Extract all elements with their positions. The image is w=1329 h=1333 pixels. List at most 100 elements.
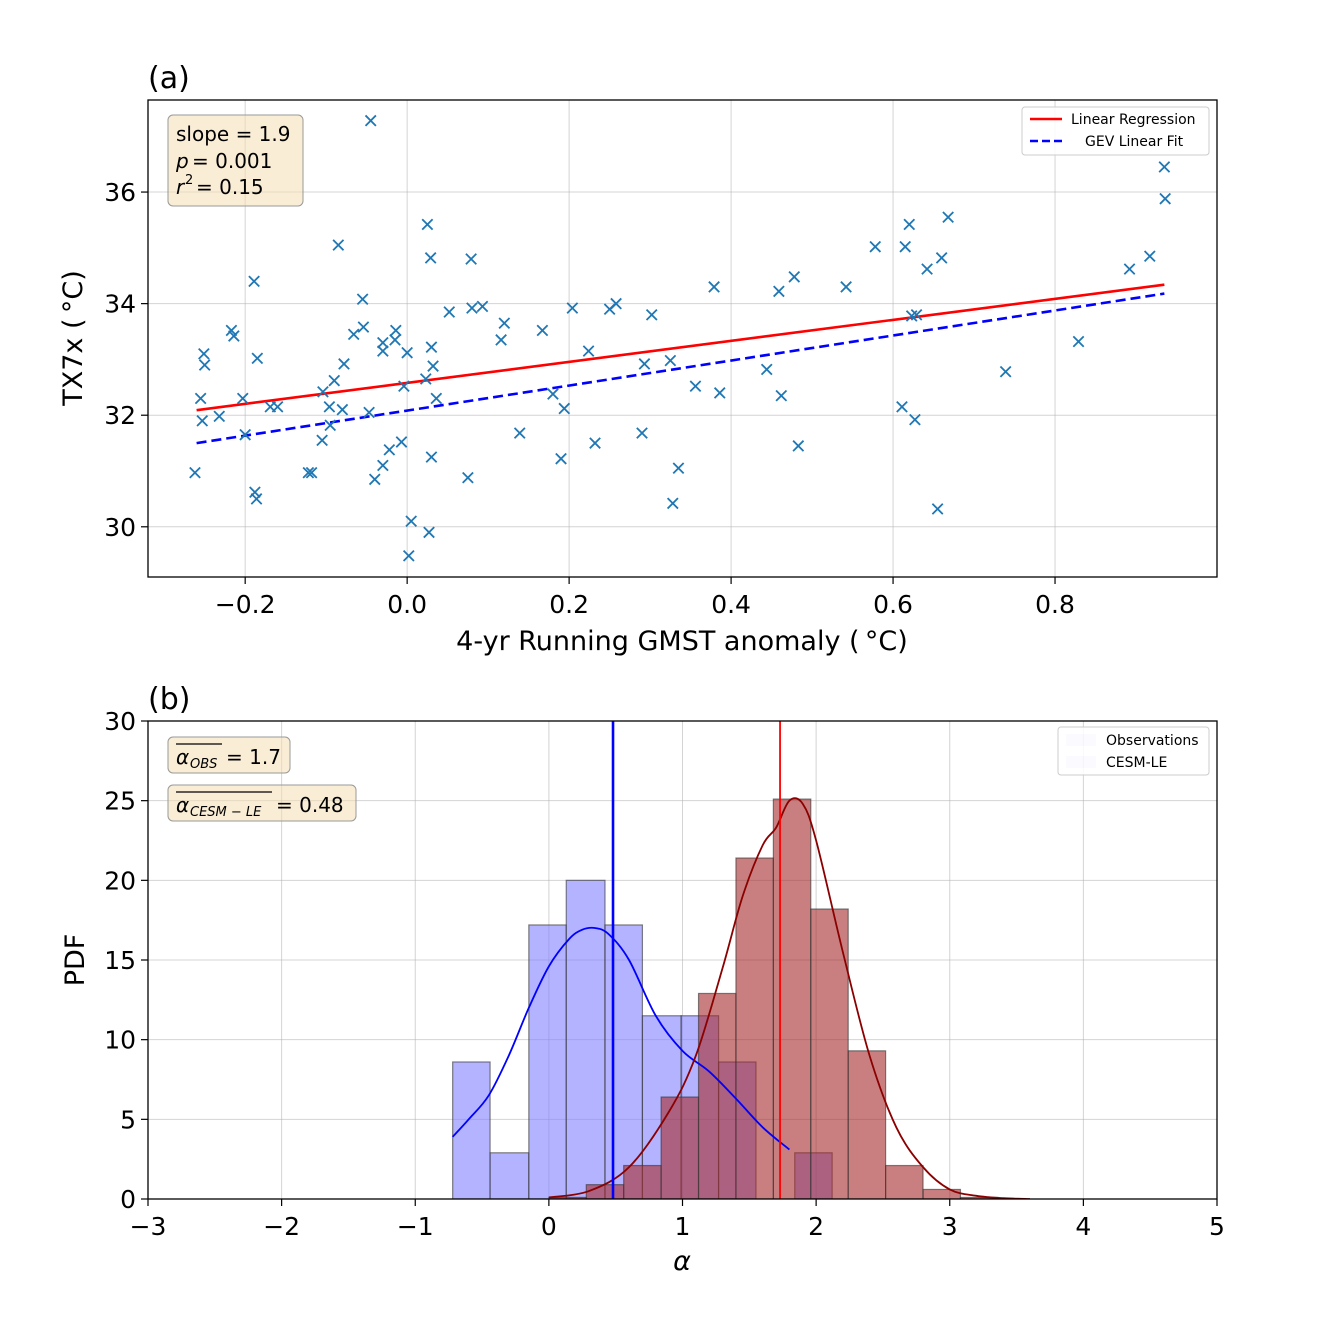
scatter-point bbox=[869, 240, 882, 253]
scatter-point bbox=[363, 406, 375, 419]
panel-b-y-axis-label: PDF bbox=[60, 934, 91, 987]
panel-b-y-tick-label: 15 bbox=[104, 946, 136, 975]
cesm-le-bar bbox=[810, 908, 849, 1199]
scatter-point bbox=[708, 281, 720, 293]
panel-a-x-tick-label: 0.0 bbox=[387, 590, 427, 619]
panel-b-y-tick-label: 20 bbox=[104, 866, 136, 895]
alpha-obs-subscript: OBS bbox=[190, 757, 217, 772]
scatter-point bbox=[713, 387, 726, 399]
scatter-point bbox=[1072, 335, 1085, 348]
scatter-point bbox=[356, 293, 369, 306]
scatter-point bbox=[302, 466, 315, 479]
scatter-point bbox=[645, 308, 658, 321]
gev-linear-fit-line bbox=[196, 292, 1165, 445]
panel-b-y-tick-label: 0 bbox=[120, 1185, 136, 1214]
cesm-le-bar bbox=[735, 857, 774, 1199]
linear-regression-line bbox=[196, 283, 1165, 412]
scatter-point bbox=[589, 437, 601, 449]
scatter-point bbox=[792, 440, 805, 452]
panel-b-y-tick-label: 5 bbox=[120, 1105, 136, 1134]
scatter-point bbox=[495, 334, 507, 346]
panel-a-y-ticks: 30 32 34 36 bbox=[104, 178, 148, 542]
panel-a-x-axis-label: 4-yr Running GMST anomaly ( °C) bbox=[456, 626, 908, 657]
panel-a-y-tick-label: 30 bbox=[104, 513, 136, 542]
scatter-point bbox=[377, 336, 389, 349]
scatter-point bbox=[425, 341, 438, 353]
panel-a-frame bbox=[147, 99, 1218, 578]
scatter-point bbox=[558, 402, 571, 415]
panel-a-y-tick-label: 34 bbox=[104, 290, 136, 319]
scatter-point bbox=[664, 354, 677, 367]
slope-text: slope = 1.9 bbox=[176, 122, 291, 146]
scatter-point bbox=[1123, 263, 1136, 275]
p-value-text: = 0.001 bbox=[192, 149, 272, 173]
scatter-point bbox=[909, 413, 921, 426]
alpha-obs-symbol: α bbox=[176, 745, 189, 769]
scatter-point bbox=[942, 211, 954, 223]
legend-linear-regression-label: Linear Regression bbox=[1071, 112, 1196, 128]
scatter-point bbox=[395, 436, 408, 448]
r2-symbol: r bbox=[176, 175, 186, 199]
panel-a-fit-lines bbox=[196, 283, 1165, 445]
panel-b-kde-lines bbox=[452, 797, 1030, 1199]
p-symbol: p bbox=[175, 149, 189, 173]
scatter-point bbox=[401, 346, 413, 359]
scatter-point bbox=[196, 414, 209, 427]
scatter-point bbox=[251, 352, 264, 365]
scatter-point bbox=[383, 443, 396, 456]
panel-b-y-tick-label: 25 bbox=[104, 787, 136, 816]
scatter-point bbox=[198, 359, 211, 371]
panel-a-grid bbox=[148, 100, 1217, 577]
panel-a-y-axis-label: TX7x ( °C) bbox=[58, 270, 89, 407]
scatter-point bbox=[336, 403, 349, 416]
panel-b-x-tick-label: 5 bbox=[1209, 1212, 1225, 1241]
panel-b-y-tick-label: 10 bbox=[104, 1026, 136, 1055]
scatter-point bbox=[582, 345, 595, 357]
cesm-le-kde-line bbox=[548, 797, 1030, 1199]
panel-b-mean-lines bbox=[611, 721, 781, 1199]
scatter-point bbox=[389, 324, 402, 337]
scatter-point bbox=[405, 515, 418, 528]
scatter-point bbox=[788, 271, 801, 283]
scatter-point bbox=[672, 462, 685, 475]
alpha-cesm-subscript: CESM − LE bbox=[190, 805, 262, 820]
scatter-point bbox=[402, 549, 415, 562]
panel-a-legend: Linear Regression GEV Linear Fit bbox=[1021, 106, 1210, 156]
scatter-point bbox=[389, 334, 401, 346]
scatter-point bbox=[324, 419, 337, 432]
scatter-point bbox=[636, 427, 648, 439]
legend-observations-swatch bbox=[1066, 734, 1096, 746]
scatter-point bbox=[357, 321, 370, 333]
legend-cesm-le-swatch bbox=[1066, 756, 1096, 768]
legend-observations-label: Observations bbox=[1106, 733, 1199, 749]
alpha-obs-value: = 1.7 bbox=[226, 745, 281, 769]
panel-a-x-tick-label: 0.6 bbox=[873, 590, 913, 619]
scatter-point bbox=[931, 503, 944, 515]
panel-b-x-tick-label: 4 bbox=[1075, 1212, 1091, 1241]
scatter-point bbox=[536, 324, 549, 337]
scatter-point bbox=[1158, 161, 1171, 173]
scatter-point bbox=[462, 471, 474, 484]
r2-exponent: 2 bbox=[185, 173, 193, 188]
scatter-point bbox=[194, 392, 207, 405]
scatter-point bbox=[248, 275, 260, 288]
scatter-point bbox=[421, 218, 434, 231]
scatter-point bbox=[896, 401, 908, 413]
obs-mean-annotation: α OBS = 1.7 bbox=[167, 736, 291, 774]
panel-b-x-ticks: −3 −2 −1 0 1 2 3 4 5 bbox=[130, 1199, 1225, 1241]
cesm-le-bar bbox=[623, 1164, 662, 1199]
panel-a-x-ticks: −0.2 0.0 0.2 0.4 0.6 0.8 bbox=[215, 577, 1075, 619]
scatter-point bbox=[338, 358, 350, 370]
scatter-point bbox=[773, 285, 785, 298]
scatter-point bbox=[239, 428, 252, 441]
scatter-point bbox=[419, 373, 432, 385]
cesm-le-bar bbox=[847, 1050, 887, 1199]
panel-b-x-tick-label: 2 bbox=[808, 1212, 824, 1241]
r2-value-text: = 0.15 bbox=[196, 175, 264, 199]
legend-gev-fit-label: GEV Linear Fit bbox=[1085, 134, 1184, 150]
cesm-le-bar bbox=[660, 1096, 700, 1199]
scatter-point bbox=[425, 451, 438, 463]
scatter-point bbox=[316, 434, 328, 447]
observations-bar bbox=[489, 1152, 530, 1199]
